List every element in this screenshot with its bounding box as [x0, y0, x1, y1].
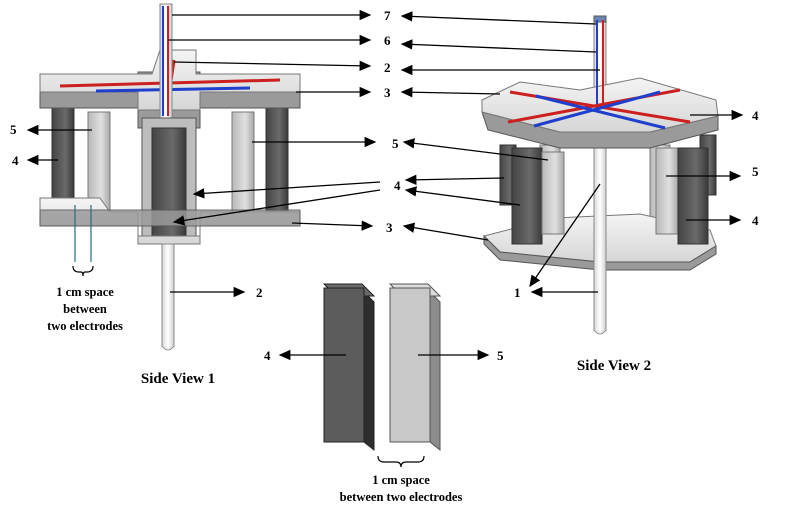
label-6: 6 [384, 33, 391, 48]
arrow-left-3-bottom [291, 220, 374, 231]
label-4-right-top: 4 [752, 108, 759, 123]
arrow-right-3 [400, 87, 501, 98]
electrode-light-back-right [231, 111, 255, 215]
electrode-dark-detail-side [363, 290, 375, 452]
label-5-right: 5 [752, 164, 759, 179]
arrow-right-3-bottom [402, 222, 489, 241]
electrode-light-detail [389, 287, 431, 443]
arrow-right-6 [400, 39, 597, 53]
blue-rod-top-1 [95, 86, 251, 93]
electrode-pair-detail [322, 283, 442, 468]
arrow-right-4-b [404, 186, 521, 206]
caption-side-view-1: Side View 1 [141, 371, 215, 387]
side-view-1-reactor [39, 3, 301, 351]
spacing-note-bottom-1: 1 cm space [372, 473, 430, 487]
label-4-detail: 4 [264, 348, 271, 363]
label-5-center: 5 [392, 136, 399, 151]
electrode2-dark-front-left [511, 147, 543, 245]
label-3-bottom: 3 [386, 220, 393, 235]
electrode2-dark-front-right [677, 147, 709, 245]
label-3-top: 3 [384, 85, 391, 100]
bottom-plate-edge [39, 209, 301, 227]
bottom-plate-2-edge [483, 234, 717, 271]
spacing-brace-left [72, 265, 94, 277]
label-1: 1 [514, 285, 521, 300]
side-view-2-reactor [481, 15, 719, 335]
electrode2-light-front-left [541, 151, 565, 235]
label-4-right-bottom: 4 [752, 213, 759, 228]
center-tube-bottom [161, 243, 175, 351]
label-4-left: 4 [12, 153, 19, 168]
arrow-left-2-top [173, 60, 372, 71]
label-2-top: 2 [384, 60, 391, 75]
electrode-light-detail-side [429, 290, 441, 452]
arrow-right-4-a [404, 174, 505, 185]
arrow-right-7 [400, 11, 597, 25]
electrode-dark-detail [323, 287, 365, 443]
spacing-brace-bottom [377, 455, 425, 468]
caption-side-view-2: Side View 2 [577, 358, 651, 374]
label-7: 7 [384, 8, 391, 23]
label-2-bottom: 2 [256, 285, 263, 300]
arrow-left-4-to-frontB [172, 189, 381, 226]
label-4-center: 4 [394, 178, 401, 193]
arrow-right-1-tube [529, 183, 601, 288]
spacing-note-left-1: 1 cm space [56, 285, 114, 299]
label-5-detail: 5 [497, 348, 504, 363]
spacing-note-left-3: two electrodes [47, 319, 123, 333]
arrow-right-5-a [402, 138, 549, 161]
arrow-left-4-to-frontA [192, 181, 381, 199]
spacing-note-left-2: between [63, 302, 107, 316]
center-tube-2-cap [593, 15, 607, 23]
center-tube-top [159, 3, 173, 121]
center-tube-2 [593, 21, 607, 335]
electrode-dark-right [265, 107, 289, 219]
electrode2-light-front-right [655, 147, 679, 235]
label-5-left: 5 [10, 122, 17, 137]
blue-rod2-b [533, 90, 661, 128]
spacing-note-bottom-2: between two electrodes [340, 490, 463, 504]
blue-rod2-a [535, 94, 666, 130]
